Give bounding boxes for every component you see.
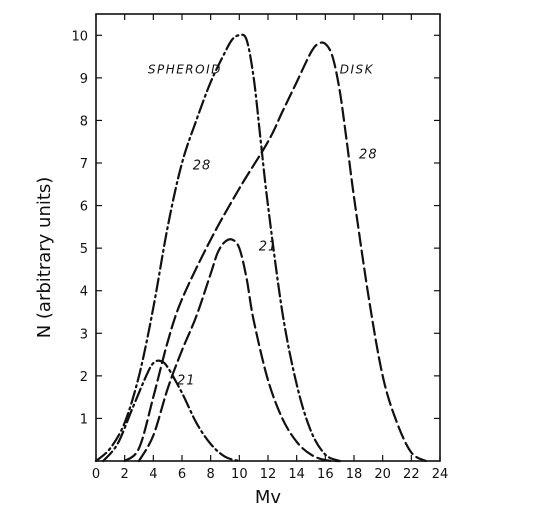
y-tick-label: 7 — [80, 157, 88, 172]
y-tick-label: 10 — [71, 29, 88, 44]
plot-frame — [95, 13, 441, 462]
x-tick-label: 10 — [231, 467, 248, 482]
y-tick-label: 3 — [80, 327, 88, 342]
x-tick-label: 14 — [288, 467, 305, 482]
y-tick-label: 1 — [80, 412, 88, 427]
y-tick-label: 5 — [80, 242, 88, 257]
x-tick-label: 2 — [121, 467, 129, 482]
x-tick-label: 24 — [432, 467, 449, 482]
annotations: SPHEROID DISK 28 28 21 21 — [148, 63, 378, 389]
plot-border — [95, 13, 441, 462]
x-tick-label: 4 — [149, 467, 157, 482]
series-line-3 — [137, 238, 341, 463]
series-line-0 — [94, 33, 341, 463]
series-line-2 — [123, 41, 427, 463]
x-tick-label: 12 — [260, 467, 277, 482]
annotation: 21 — [259, 239, 278, 254]
x-tick-label: 22 — [403, 467, 420, 482]
y-tick-label: 9 — [80, 72, 88, 87]
x-axis-title: Mv — [255, 487, 282, 508]
annotation: SPHEROID — [148, 63, 222, 77]
x-tick-label: 20 — [374, 467, 391, 482]
x-tick-label: 8 — [207, 467, 215, 482]
y-tick-label: 2 — [80, 370, 88, 385]
y-tick-label: 4 — [80, 285, 88, 300]
x-tick-label: 0 — [92, 467, 100, 482]
annotation: DISK — [340, 63, 374, 77]
annotation: 28 — [193, 158, 212, 173]
x-tick-label: 16 — [317, 467, 334, 482]
plot-curves — [94, 33, 427, 463]
axis-titles: Mv N (arbitrary units) — [34, 177, 281, 508]
y-tick-label: 8 — [80, 114, 88, 129]
series-line-1 — [102, 359, 241, 463]
y-axis-ticks: 1 2 3 4 5 6 7 8 9 10 — [71, 29, 440, 427]
annotation: 21 — [177, 373, 196, 388]
x-tick-label: 18 — [346, 467, 363, 482]
annotation: 28 — [359, 148, 378, 163]
y-axis-title: N (arbitrary units) — [34, 177, 55, 339]
x-tick-label: 6 — [178, 467, 186, 482]
y-tick-label: 6 — [80, 200, 88, 215]
